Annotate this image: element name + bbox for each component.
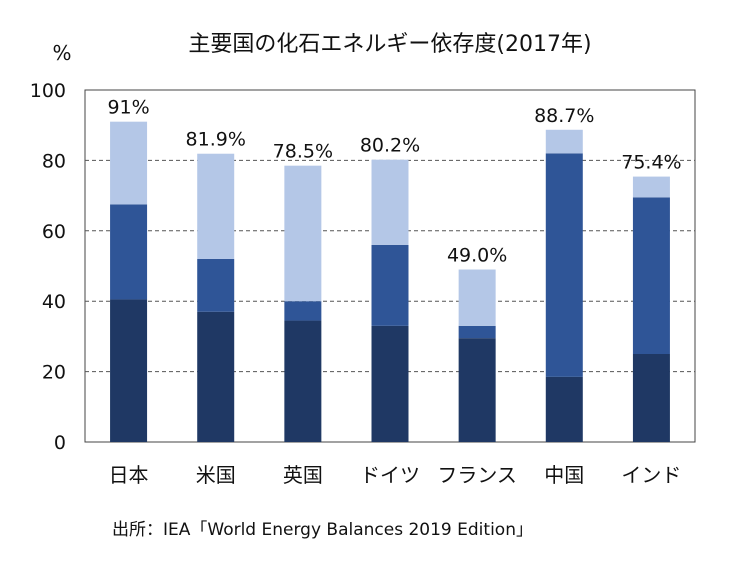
- bar-segment-1: [371, 325, 409, 442]
- bar-segment-1: [545, 376, 583, 442]
- bar-segment-1: [458, 338, 496, 442]
- y-tick-label: 100: [30, 80, 66, 102]
- data-label: 80.2%: [360, 135, 420, 157]
- category-label: 英国: [283, 463, 323, 487]
- data-label: 81.9%: [186, 129, 246, 151]
- bar-segment-3: [545, 129, 583, 154]
- y-tick-label: 80: [42, 150, 66, 172]
- source-note: 出所：IEA「World Energy Balances 2019 Editio…: [112, 520, 533, 540]
- data-label: 75.4%: [621, 152, 681, 174]
- bar-segment-1: [632, 354, 670, 442]
- bar-segment-1: [110, 299, 148, 442]
- data-labels: 91% 81.9% 78.5% 80.2% 49.0% 88.7% 75.4%: [107, 97, 681, 267]
- y-tick-label: 0: [54, 432, 66, 454]
- bar-segment-3: [458, 269, 496, 326]
- category-label: フランス: [437, 463, 517, 487]
- category-label: 米国: [196, 463, 236, 487]
- y-tick-label: 40: [42, 291, 66, 313]
- category-label: インド: [621, 463, 681, 487]
- bar-segment-2: [110, 204, 148, 300]
- y-tick-label: 60: [42, 221, 66, 243]
- category-label: 中国: [544, 463, 584, 487]
- data-label: 91%: [107, 97, 149, 119]
- y-axis-ticks: 0 20 40 60 80 100: [30, 80, 66, 454]
- bar-segment-1: [284, 320, 322, 442]
- chart-title: 主要国の化石エネルギー依存度(2017年): [188, 32, 591, 57]
- bar-segment-3: [632, 176, 670, 198]
- data-label: 78.5%: [273, 141, 333, 163]
- bar-segment-3: [110, 121, 148, 205]
- category-label: ドイツ: [360, 463, 420, 487]
- bars: [110, 121, 670, 442]
- bar-segment-2: [458, 325, 496, 339]
- bar-segment-2: [284, 301, 322, 321]
- data-label: 49.0%: [447, 245, 507, 267]
- bar-segment-2: [371, 244, 409, 326]
- data-label: 88.7%: [534, 105, 594, 127]
- y-axis-unit-label: %: [52, 41, 71, 65]
- bar-segment-3: [284, 165, 322, 302]
- y-tick-label: 20: [42, 362, 66, 384]
- bar-segment-2: [197, 258, 235, 312]
- bar-segment-3: [197, 153, 235, 259]
- bar-segment-3: [371, 159, 409, 245]
- bar-segment-1: [197, 311, 235, 442]
- bar-segment-2: [632, 197, 670, 354]
- category-labels: 日本 米国 英国 ドイツ フランス 中国 インド: [109, 463, 682, 487]
- category-label: 日本: [109, 463, 149, 487]
- bar-segment-2: [545, 153, 583, 377]
